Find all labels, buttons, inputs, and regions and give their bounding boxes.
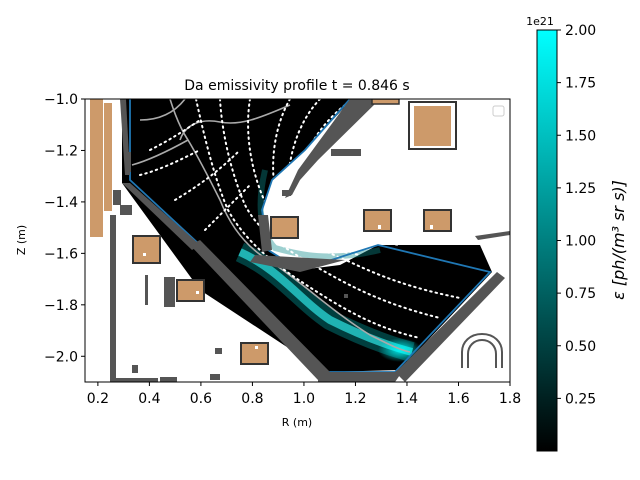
coils <box>90 99 457 365</box>
axes-frame <box>84 98 511 383</box>
y-tick-label: −1.4 <box>44 195 78 211</box>
y-tick-label: −2.0 <box>44 349 78 365</box>
legend-box <box>492 105 505 117</box>
vessel-interior <box>122 99 492 372</box>
colorbar <box>536 29 558 452</box>
plot-area <box>85 99 510 382</box>
colorbar-tick-label: 0.25 <box>565 391 596 407</box>
colorbar-tick-label: 1.25 <box>565 181 596 197</box>
colorbar-tick-label: 2.00 <box>565 23 596 39</box>
x-axis-label: R (m) <box>282 416 312 429</box>
x-tick-label: 0.2 <box>87 391 109 407</box>
x-tick-label: 1.0 <box>293 391 315 407</box>
y-tick-label: −1.6 <box>44 246 78 262</box>
x-tick-label: 1.6 <box>447 391 469 407</box>
y-tick-label: −1.0 <box>44 92 78 108</box>
colorbar-ticks: 0.25 0.50 0.75 1.00 1.25 1.50 1.75 2.00 <box>557 23 596 407</box>
x-tick-label: 0.6 <box>190 391 212 407</box>
y-ticks: −1.0 −1.2 −1.4 −1.6 −1.8 −2.0 <box>44 92 85 365</box>
x-tick-label: 1.8 <box>499 391 521 407</box>
colorbar-tick-label: 1.50 <box>565 128 596 144</box>
arch-structure <box>461 332 503 368</box>
colorbar-tick-label: 0.75 <box>565 286 596 302</box>
colorbar-label: ε [ph/(m³ sr s)] <box>609 180 628 300</box>
chart-title: Da emissivity profile t = 0.846 s <box>184 78 409 94</box>
y-axis-label: Z (m) <box>15 225 28 255</box>
x-tick-label: 0.4 <box>138 391 160 407</box>
colorbar-scale-label: 1e21 <box>526 15 554 28</box>
y-tick-label: −1.2 <box>44 143 78 159</box>
y-tick-label: −1.8 <box>44 298 78 314</box>
colorbar-tick-label: 1.75 <box>565 76 596 92</box>
first-wall <box>110 99 510 382</box>
x-tick-label: 0.8 <box>241 391 263 407</box>
colorbar-tick-label: 1.00 <box>565 234 596 250</box>
x-tick-label: 1.2 <box>344 391 366 407</box>
x-tick-label: 1.4 <box>396 391 418 407</box>
colorbar-tick-label: 0.50 <box>565 339 596 355</box>
x-ticks: 0.2 0.4 0.6 0.8 1.0 1.2 1.4 1.6 1.8 <box>87 382 521 407</box>
